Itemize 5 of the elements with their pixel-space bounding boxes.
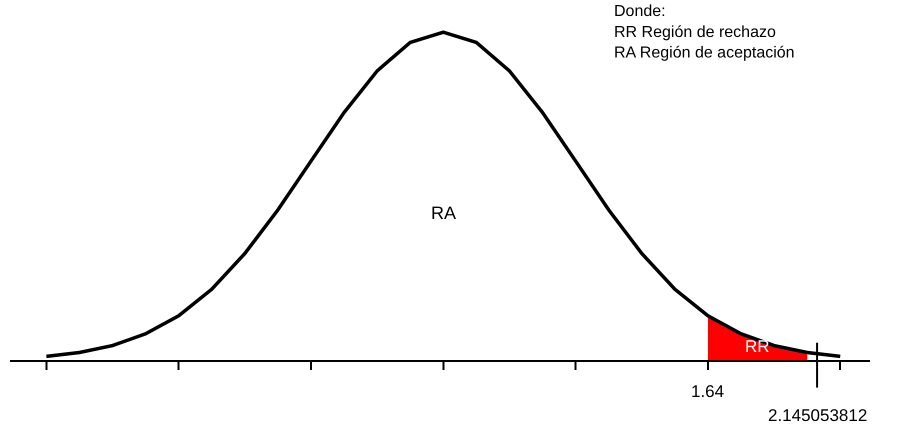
text: 1.64 [691, 382, 724, 401]
text: 2.145053812 [768, 406, 868, 425]
annotation: Donde: RR Región de rechazo RA Región de aceptación [614, 3, 795, 62]
annotation: RA [431, 203, 456, 223]
annotation: RR [745, 337, 770, 356]
